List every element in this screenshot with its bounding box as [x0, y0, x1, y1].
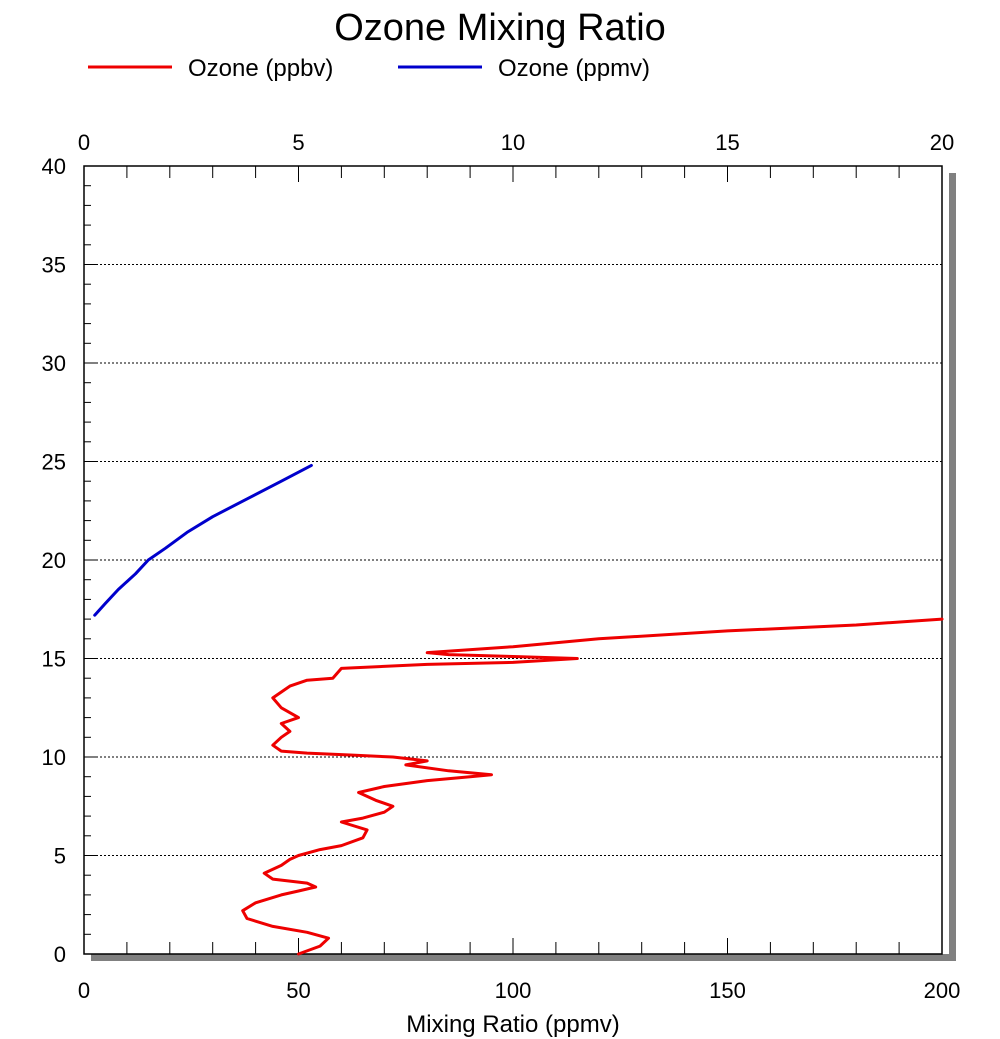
x-bottom-tick-label: 200 — [924, 978, 961, 1003]
series-line-ppbv — [241, 617, 944, 956]
x-top-tick-label: 5 — [292, 130, 304, 155]
legend-label-ppmv: Ozone (ppmv) — [498, 55, 650, 82]
x-top-tick-label: 20 — [930, 130, 954, 155]
x-axis-label: Mixing Ratio (ppmv) — [406, 1011, 619, 1038]
x-top-tick-label: 10 — [501, 130, 525, 155]
y-tick-label: 40 — [42, 154, 66, 179]
series-lines — [93, 463, 944, 956]
tick-labels: 0 5 10 15 20 25 30 35 40 0 50 100 150 200 0 5 10 15 20 — [42, 130, 961, 1003]
y-tick-label: 0 — [54, 942, 66, 967]
x-top-tick-label: 0 — [78, 130, 90, 155]
x-bottom-tick-label: 50 — [286, 978, 310, 1003]
plot-shadow-right — [949, 173, 956, 960]
y-tick-label: 35 — [42, 253, 66, 278]
y-tick-label: 10 — [42, 745, 66, 770]
plot-shadow-bottom — [91, 954, 956, 961]
x-bottom-tick-label: 150 — [709, 978, 746, 1003]
chart-title: Ozone Mixing Ratio — [334, 7, 666, 49]
y-tick-label: 15 — [42, 647, 66, 672]
series-line-ppmv — [93, 463, 313, 617]
x-bottom-tick-label: 100 — [495, 978, 532, 1003]
y-tick-label: 20 — [42, 548, 66, 573]
y-tick-label: 25 — [42, 450, 66, 475]
x-top-tick-label: 15 — [715, 130, 739, 155]
axis-ticks — [83, 165, 943, 955]
x-bottom-tick-label: 0 — [78, 978, 90, 1003]
legend-label-ppbv: Ozone (ppbv) — [188, 55, 333, 82]
grid-lines — [84, 264, 942, 856]
y-tick-label: 5 — [54, 844, 66, 869]
y-tick-label: 30 — [42, 351, 66, 376]
legend: Ozone (ppbv) Ozone (ppmv) — [88, 55, 650, 82]
